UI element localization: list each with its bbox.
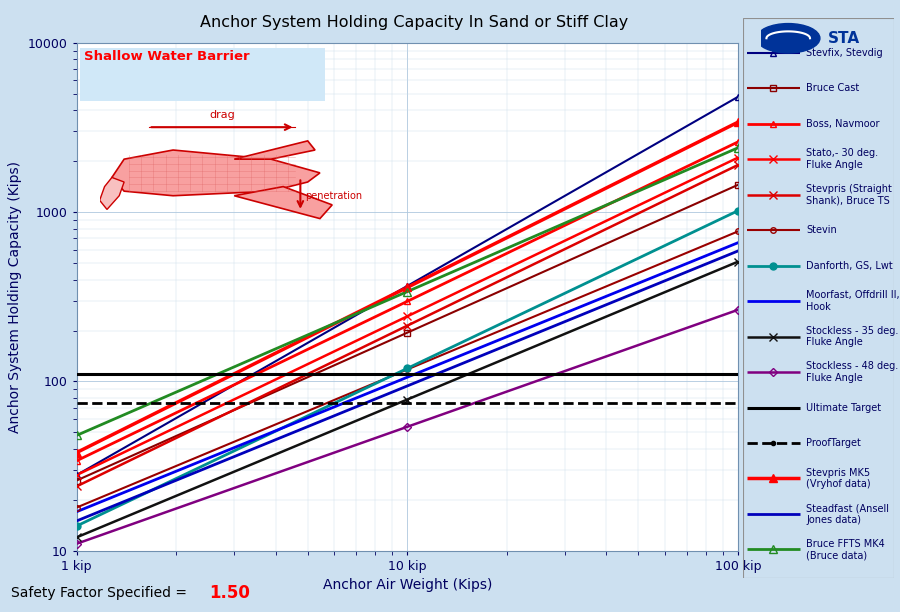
Text: Bruce FFTS MK4
(Bruce data): Bruce FFTS MK4 (Bruce data) — [806, 539, 885, 560]
Text: Stockless - 35 deg.
Fluke Angle: Stockless - 35 deg. Fluke Angle — [806, 326, 898, 348]
Text: Ultimate Target: Ultimate Target — [806, 403, 881, 412]
Text: Safety Factor Specified =: Safety Factor Specified = — [11, 586, 187, 600]
X-axis label: Anchor Air Weight (Kips): Anchor Air Weight (Kips) — [322, 578, 492, 592]
Text: Boss, Navmoor: Boss, Navmoor — [806, 119, 879, 129]
Text: Danforth, GS, Lwt: Danforth, GS, Lwt — [806, 261, 893, 271]
Text: Anchor System Holding Capacity In Sand or Stiff Clay: Anchor System Holding Capacity In Sand o… — [200, 15, 628, 31]
Y-axis label: Anchor System Holding Capacity (Kips): Anchor System Holding Capacity (Kips) — [8, 161, 22, 433]
Bar — [80, 48, 325, 101]
Text: Stevpris (Straight
Shank), Bruce TS: Stevpris (Straight Shank), Bruce TS — [806, 184, 892, 206]
Text: Steadfast (Ansell
Jones data): Steadfast (Ansell Jones data) — [806, 503, 889, 524]
Text: Bruce Cast: Bruce Cast — [806, 83, 859, 94]
Text: Stevpris MK5
(Vryhof data): Stevpris MK5 (Vryhof data) — [806, 468, 870, 489]
Text: Moorfast, Offdrill II,
Hook: Moorfast, Offdrill II, Hook — [806, 290, 900, 312]
Text: Stevfix, Stevdig: Stevfix, Stevdig — [806, 48, 883, 58]
Text: Stato,- 30 deg.
Fluke Angle: Stato,- 30 deg. Fluke Angle — [806, 149, 878, 170]
Text: Stockless - 48 deg.
Fluke Angle: Stockless - 48 deg. Fluke Angle — [806, 361, 898, 383]
Text: ProofTarget: ProofTarget — [806, 438, 861, 448]
Text: 1.50: 1.50 — [209, 584, 249, 602]
Text: Stevin: Stevin — [806, 225, 837, 235]
Text: STA: STA — [828, 31, 859, 46]
Text: Shallow Water Barrier: Shallow Water Barrier — [85, 50, 250, 64]
Circle shape — [757, 23, 820, 53]
